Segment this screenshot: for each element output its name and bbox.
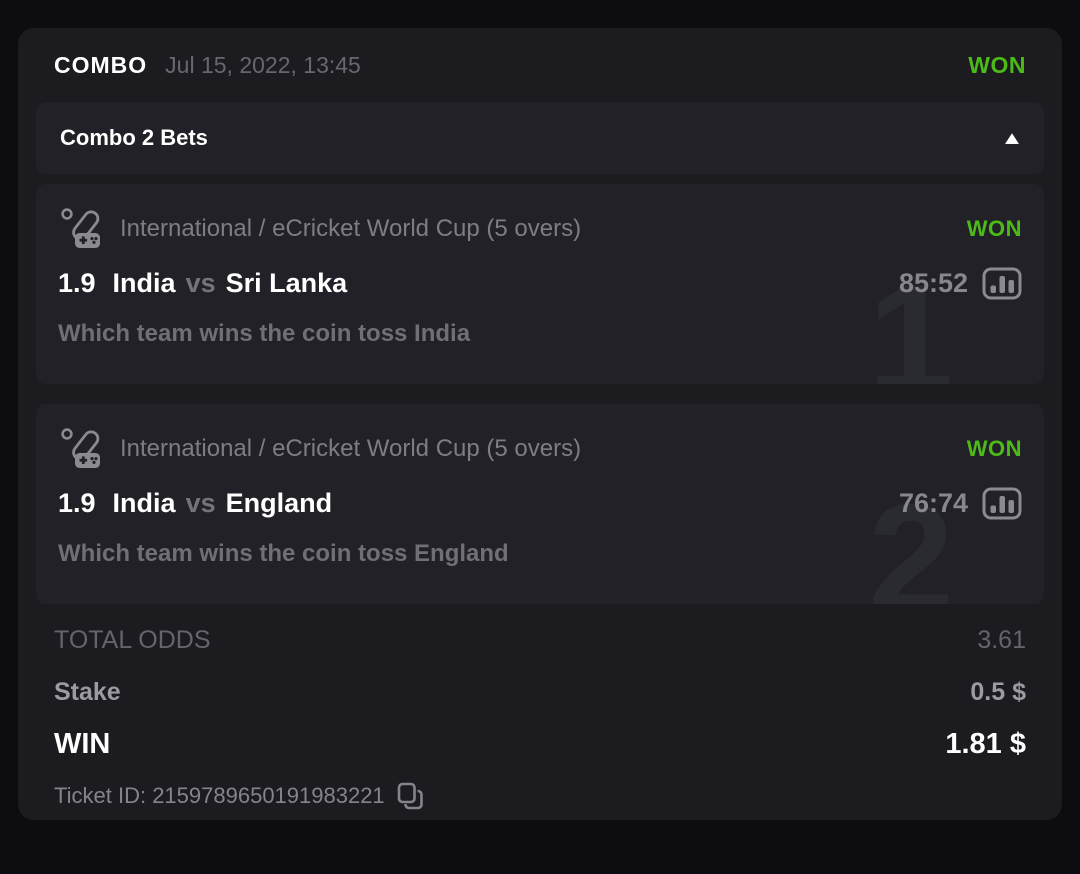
ticket-status-badge: WON bbox=[968, 51, 1026, 78]
bet-number-watermark: 2 bbox=[867, 472, 954, 604]
league-name: International / eCricket World Cup (5 ov… bbox=[120, 215, 582, 242]
market-selection: Which team wins the coin toss England bbox=[58, 540, 509, 567]
bet-odds: 1.9 bbox=[58, 488, 96, 518]
total-odds-value: 3.61 bbox=[977, 625, 1026, 654]
vs-label: vs bbox=[185, 488, 216, 518]
bet-number-watermark: 1 bbox=[867, 252, 954, 384]
ticket-header: COMBO Jul 15, 2022, 13:45 WON bbox=[36, 28, 1044, 102]
collapse-icon[interactable] bbox=[1004, 132, 1020, 145]
bet-type-label: COMBO bbox=[54, 51, 148, 78]
home-team: India bbox=[112, 488, 176, 518]
away-team: England bbox=[225, 488, 333, 518]
ticket-id-row: Ticket ID: 2159789650191983221 bbox=[36, 774, 1044, 818]
esport-cricket-icon bbox=[58, 426, 104, 472]
bet-status-badge: WON bbox=[966, 216, 1022, 241]
bet-leg-2: 2 International / eCricket World Cup (5 … bbox=[36, 404, 1044, 604]
away-team: Sri Lanka bbox=[225, 268, 348, 298]
match-score: 76:74 bbox=[898, 488, 968, 518]
copy-icon bbox=[397, 782, 423, 811]
combo-bets-toggle[interactable]: Combo 2 Bets bbox=[36, 102, 1044, 174]
vs-label: vs bbox=[185, 268, 216, 298]
ticket-id-label: Ticket ID: 2159789650191983221 bbox=[54, 783, 385, 808]
stake-label: Stake bbox=[54, 677, 121, 706]
stats-button[interactable] bbox=[982, 267, 1022, 300]
ticket-date: Jul 15, 2022, 13:45 bbox=[165, 51, 361, 78]
win-value: 1.81 $ bbox=[945, 727, 1026, 760]
home-team: India bbox=[112, 268, 176, 298]
copy-ticket-id-button[interactable] bbox=[397, 782, 423, 811]
total-odds-label: TOTAL ODDS bbox=[54, 625, 211, 654]
stake-row: Stake 0.5 $ bbox=[36, 666, 1044, 718]
stake-value: 0.5 $ bbox=[970, 677, 1026, 706]
bet-leg-1: 1 International / eCricket World Cup (5 … bbox=[36, 184, 1044, 384]
combo-bets-label: Combo 2 Bets bbox=[60, 125, 208, 150]
bet-status-badge: WON bbox=[966, 436, 1022, 461]
market-selection: Which team wins the coin toss India bbox=[58, 320, 471, 347]
win-label: WIN bbox=[54, 727, 111, 760]
win-row: WIN 1.81 $ bbox=[36, 718, 1044, 770]
match-score: 85:52 bbox=[898, 268, 968, 298]
total-odds-row: TOTAL ODDS 3.61 bbox=[36, 614, 1044, 666]
esport-cricket-icon bbox=[58, 206, 104, 252]
stats-icon bbox=[982, 267, 1022, 300]
stats-icon bbox=[982, 487, 1022, 520]
bet-odds: 1.9 bbox=[58, 268, 96, 298]
stats-button[interactable] bbox=[982, 487, 1022, 520]
league-name: International / eCricket World Cup (5 ov… bbox=[120, 435, 582, 462]
bet-ticket-card: COMBO Jul 15, 2022, 13:45 WON Combo 2 Be… bbox=[18, 28, 1062, 820]
